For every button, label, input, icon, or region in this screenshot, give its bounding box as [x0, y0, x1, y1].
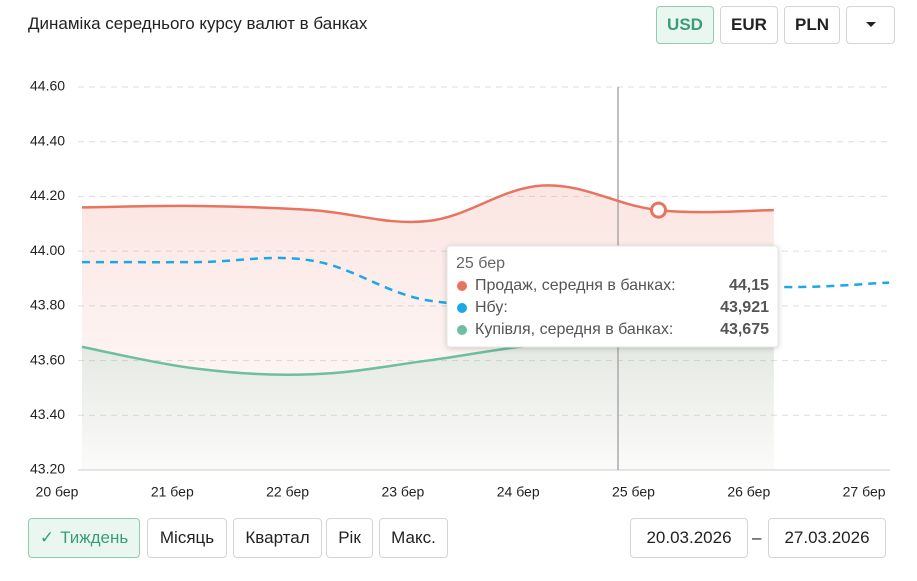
tooltip-name: Купівля, середня в банках:: [475, 321, 673, 338]
y-tick-label: 44.60: [30, 78, 65, 94]
date-input[interactable]: 20.03.2026: [630, 518, 748, 558]
tooltip-title: 25 бер: [456, 255, 505, 272]
period-label: Тиждень: [60, 528, 129, 547]
x-tick-label: 27 бер: [843, 484, 886, 500]
period-button[interactable]: Рік: [326, 518, 373, 558]
currency-button[interactable]: PLN: [784, 6, 840, 44]
y-tick-label: 43.40: [30, 406, 65, 422]
y-tick-label: 44.00: [30, 242, 65, 258]
x-tick-label: 26 бер: [727, 484, 770, 500]
x-tick-label: 22 бер: [266, 484, 309, 500]
tooltip-dot: [457, 281, 467, 291]
y-tick-label: 44.40: [30, 132, 65, 148]
currency-button[interactable]: USD: [656, 6, 714, 44]
period-button[interactable]: ✓ Тиждень: [28, 518, 140, 558]
x-tick-label: 24 бер: [497, 484, 540, 500]
y-tick-label: 43.80: [30, 297, 65, 313]
tooltip-value: 44,15: [729, 277, 769, 294]
y-tick-label: 43.20: [30, 461, 65, 477]
x-tick-label: 25 бер: [612, 484, 655, 500]
tooltip-value: 43,675: [720, 321, 769, 338]
chart: 43.20 43.40 43.60 43.80 44.00 44.20 44.40 44.60…: [30, 78, 890, 500]
tooltip-name: Продаж, середня в банках:: [475, 277, 676, 294]
y-tick-label: 43.60: [30, 351, 65, 367]
dropdown-icon: [865, 22, 876, 27]
tooltip-name: Нбу:: [475, 299, 508, 316]
date-input[interactable]: 27.03.2026: [768, 518, 886, 558]
highlight-point: [650, 201, 667, 219]
x-tick-label: 23 бер: [381, 484, 424, 500]
dropdown-button[interactable]: [846, 6, 895, 44]
area: [82, 338, 774, 470]
period-button[interactable]: Макс.: [379, 518, 448, 558]
tooltip-dot: [457, 303, 467, 313]
tooltip-dot: [457, 325, 467, 335]
x-tick-label: 20 бер: [36, 484, 79, 500]
x-tick-label: 21 бер: [151, 484, 194, 500]
y-tick-label: 44.20: [30, 187, 65, 203]
currency-button[interactable]: EUR: [720, 6, 778, 44]
period-button[interactable]: Квартал: [233, 518, 322, 558]
period-button[interactable]: Місяць: [147, 518, 227, 558]
tooltip-value: 43,921: [720, 299, 769, 316]
tooltip: 25 бер Продаж, середня в банках: 44,15 Нбу:…: [446, 245, 779, 348]
title: Динаміка середнього курсу валют в банках: [28, 14, 368, 33]
date-separator: –: [752, 528, 762, 547]
tooltip-box: [446, 245, 779, 348]
